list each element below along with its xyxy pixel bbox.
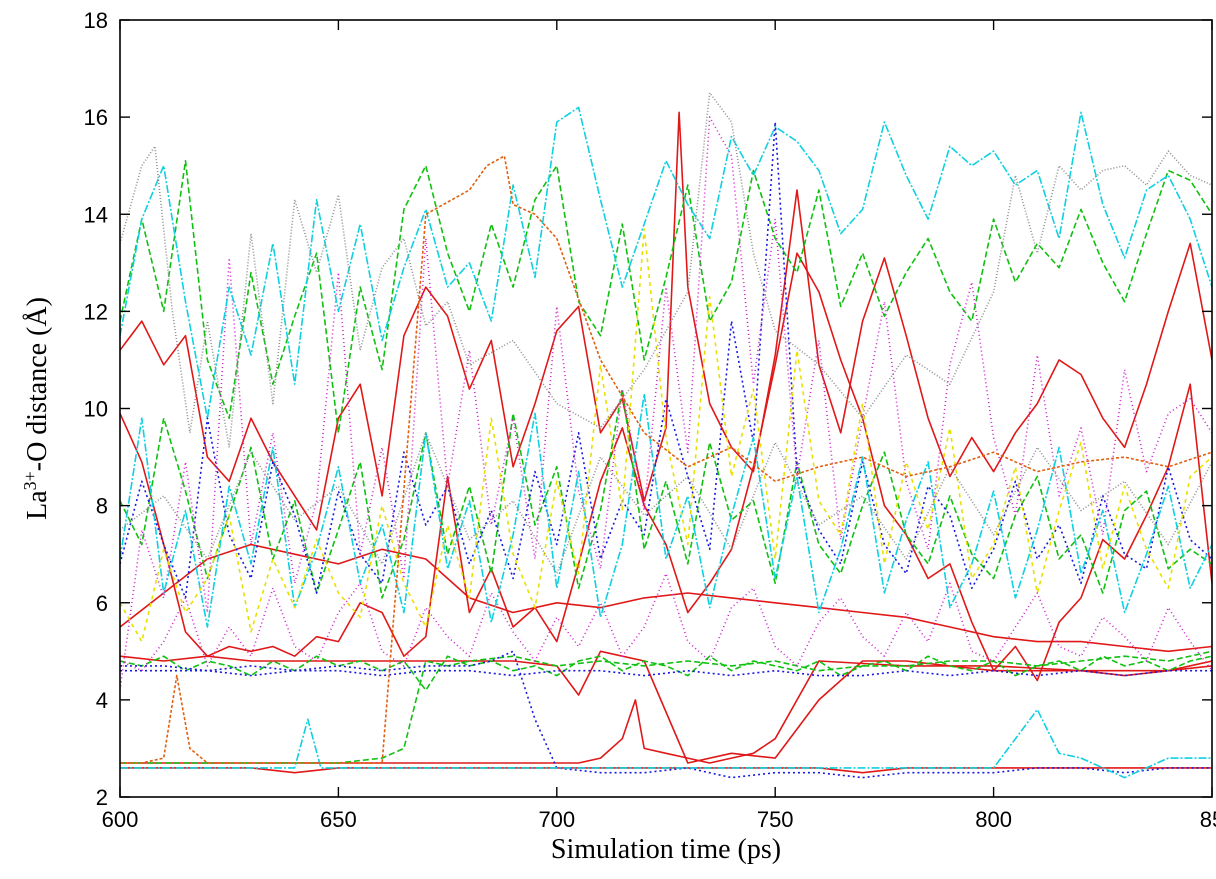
x-tick-label-700: 700 <box>538 807 575 832</box>
series-line-5 <box>120 252 1212 682</box>
y-axis-title: La3+-O distance (Å) <box>20 297 53 520</box>
series-line-10 <box>120 655 1212 692</box>
y-tick-label-4: 4 <box>96 688 108 713</box>
y-tick-label-18: 18 <box>84 8 108 33</box>
series-line-7 <box>120 650 1212 764</box>
series-line-12 <box>120 121 1212 599</box>
series-line-4 <box>120 111 1212 531</box>
x-tick-label-600: 600 <box>102 807 139 832</box>
series-layer <box>120 92 1212 779</box>
x-tick-label-800: 800 <box>975 807 1012 832</box>
series-line-3 <box>120 650 1212 764</box>
series-line-22 <box>120 155 1212 764</box>
series-line-17 <box>120 106 1212 420</box>
y-tick-label-8: 8 <box>96 494 108 519</box>
series-line-6 <box>120 543 1212 653</box>
x-tick-label-750: 750 <box>757 807 794 832</box>
y-tick-label-2: 2 <box>96 785 108 810</box>
series-line-19 <box>120 228 1212 643</box>
x-tick-label-650: 650 <box>320 807 357 832</box>
series-line-9 <box>120 388 1212 599</box>
series-line-14 <box>120 116 1212 691</box>
y-tick-label-6: 6 <box>96 591 108 616</box>
y-tick-label-12: 12 <box>84 299 108 324</box>
series-line-16 <box>120 708 1212 779</box>
series-line-8 <box>120 160 1212 434</box>
x-axis-title: Simulation time (ps) <box>551 834 781 865</box>
y-tick-label-10: 10 <box>84 397 108 422</box>
ticks-layer: 600 650 700 750 800 85 2 4 6 8 10 12 14 16 18 <box>84 8 1216 832</box>
y-axis-title-main: La <box>22 490 53 520</box>
plot-frame <box>119 19 1213 798</box>
series-line-18 <box>120 393 1212 628</box>
y-axis-title-superscript: 3+ <box>20 471 40 490</box>
y-tick-label-14: 14 <box>84 202 108 227</box>
series-line-21 <box>120 431 1212 575</box>
series-line-20 <box>120 92 1212 449</box>
y-axis-title-suffix: -O distance (Å) <box>22 297 53 471</box>
x-tick-label-850: 85 <box>1200 807 1216 832</box>
series-line-15 <box>120 572 1212 672</box>
series-line-2 <box>120 660 1212 764</box>
y-tick-label-16: 16 <box>84 105 108 130</box>
